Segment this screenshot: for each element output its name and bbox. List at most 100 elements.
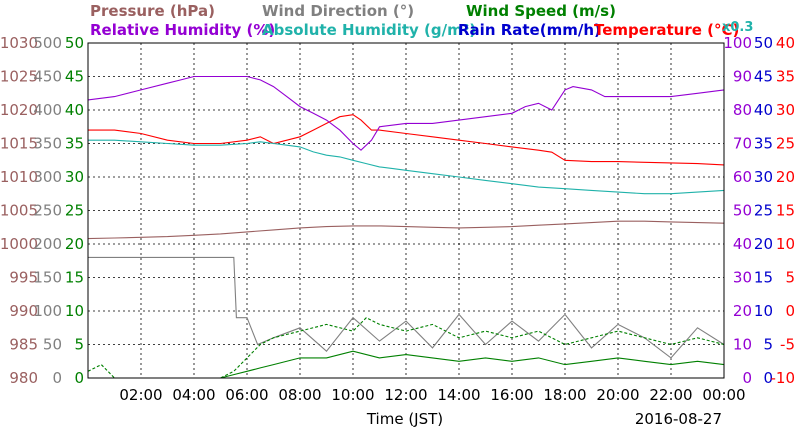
right-tick-label: 90	[733, 68, 752, 86]
x-tick-label: 08:00	[278, 386, 321, 404]
plot-frame	[87, 42, 725, 379]
right-tick-label: 40	[776, 34, 795, 52]
legend-label: Pressure (hPa)	[90, 2, 215, 20]
right-tick-label: -5	[780, 336, 795, 354]
right-tick-label: 45	[754, 68, 773, 86]
series-line-wind-direction	[88, 256, 725, 359]
legend-label: Absolute Humidity (g/m³)	[262, 21, 476, 39]
right-tick-label: 20	[776, 168, 795, 186]
series-line-wind-speed-gust	[87, 317, 725, 379]
right-tick-label: 15	[776, 202, 795, 220]
right-tick-label: 25	[754, 202, 773, 220]
right-tick-label: 30	[733, 269, 752, 287]
left-tick-label: 15	[65, 269, 84, 287]
left-tick-label: 25	[65, 202, 84, 220]
x-tick-label: 18:00	[543, 386, 586, 404]
right-tick-label: 70	[733, 135, 752, 153]
left-tick-label: 35	[65, 135, 84, 153]
right-tick-label: 20	[733, 302, 752, 320]
left-tick-label: 50	[65, 34, 84, 52]
left-tick-label: 1005	[0, 202, 38, 220]
x-tick-label: 16:00	[490, 386, 533, 404]
left-tick-label: 995	[9, 269, 38, 287]
abs-humidity-scale-note: x0.3	[722, 20, 753, 35]
x-tick-label: 06:00	[225, 386, 268, 404]
right-tick-label: 35	[776, 68, 795, 86]
left-tick-label: 300	[33, 168, 62, 186]
left-tick-label: 5	[74, 336, 84, 354]
right-tick-label: 0	[763, 369, 773, 387]
axis-legend: Pressure (hPa) Wind Direction (°) Wind Spe…	[90, 2, 739, 39]
right-tick-label: 60	[733, 168, 752, 186]
right-tick-label: 20	[754, 235, 773, 253]
left-tick-label: 1030	[0, 34, 38, 52]
right-tick-label: 35	[754, 135, 773, 153]
date-label: 2016-08-27	[635, 410, 722, 428]
x-tick-label: 02:00	[119, 386, 162, 404]
right-tick-label: 30	[754, 168, 773, 186]
left-tick-label: 200	[33, 235, 62, 253]
left-tick-label: 1015	[0, 135, 38, 153]
left-tick-label: 350	[33, 135, 62, 153]
left-tick-label: 30	[65, 168, 84, 186]
plot-grid	[88, 43, 724, 378]
left-tick-label: 0	[74, 369, 84, 387]
left-tick-label: 1020	[0, 101, 38, 119]
left-tick-label: 450	[33, 68, 62, 86]
x-tick-label: 22:00	[649, 386, 692, 404]
right-tick-label: 30	[776, 101, 795, 119]
left-tick-label: 20	[65, 235, 84, 253]
x-tick-label: 04:00	[172, 386, 215, 404]
left-tick-label: 990	[9, 302, 38, 320]
right-tick-label: 5	[785, 269, 795, 287]
left-tick-label: 1000	[0, 235, 38, 253]
right-tick-label: 5	[763, 336, 773, 354]
series-layer	[87, 75, 725, 379]
x-tick-label: 20:00	[596, 386, 639, 404]
right-tick-label: 0	[742, 369, 752, 387]
x-tick-label: 00:00	[702, 386, 745, 404]
right-tick-label: 10	[733, 336, 752, 354]
right-tick-label: 40	[754, 101, 773, 119]
right-tick-label: 50	[733, 202, 752, 220]
left-tick-label: 10	[65, 302, 84, 320]
series-line-absolute-humidity	[88, 139, 725, 195]
x-axis-ticks: 02:00 04:00 06:00 08:00 10:00 12:00 14:00 16:00…	[119, 386, 745, 404]
legend-label: Temperature (°C)	[594, 21, 739, 39]
right-tick-label: 15	[754, 269, 773, 287]
right-axis-ticks: 1009080706050403020100504540353025201510…	[723, 34, 795, 387]
x-axis-label: Time (JST)	[366, 410, 443, 428]
left-tick-label: 980	[9, 369, 38, 387]
legend-label: Relative Humidity (%)	[90, 21, 275, 39]
left-tick-label: 1025	[0, 68, 38, 86]
left-tick-label: 500	[33, 34, 62, 52]
left-tick-label: 45	[65, 68, 84, 86]
left-tick-label: 40	[65, 101, 84, 119]
left-tick-label: 400	[33, 101, 62, 119]
series-line-relative-humidity	[87, 75, 725, 151]
x-tick-label: 14:00	[437, 386, 480, 404]
series-line-pressure	[87, 220, 725, 240]
left-tick-label: 150	[33, 269, 62, 287]
right-tick-label: 40	[733, 235, 752, 253]
right-tick-label: 25	[776, 135, 795, 153]
right-tick-label: -10	[771, 369, 796, 387]
right-tick-label: 100	[723, 34, 752, 52]
legend-label: Rain Rate(mm/h)	[458, 21, 601, 39]
right-tick-label: 0	[785, 302, 795, 320]
legend-label: Wind Speed (m/s)	[466, 2, 616, 20]
left-tick-label: 0	[52, 369, 62, 387]
left-tick-label: 1010	[0, 168, 38, 186]
series-line-temperature	[88, 114, 725, 166]
left-tick-label: 250	[33, 202, 62, 220]
x-tick-label: 10:00	[331, 386, 374, 404]
x-tick-label: 12:00	[384, 386, 427, 404]
right-tick-label: 80	[733, 101, 752, 119]
left-tick-label: 100	[33, 302, 62, 320]
legend-label: Wind Direction (°)	[262, 2, 414, 20]
right-tick-label: 10	[754, 302, 773, 320]
left-tick-label: 50	[43, 336, 62, 354]
right-tick-label: 10	[776, 235, 795, 253]
left-tick-label: 985	[9, 336, 38, 354]
